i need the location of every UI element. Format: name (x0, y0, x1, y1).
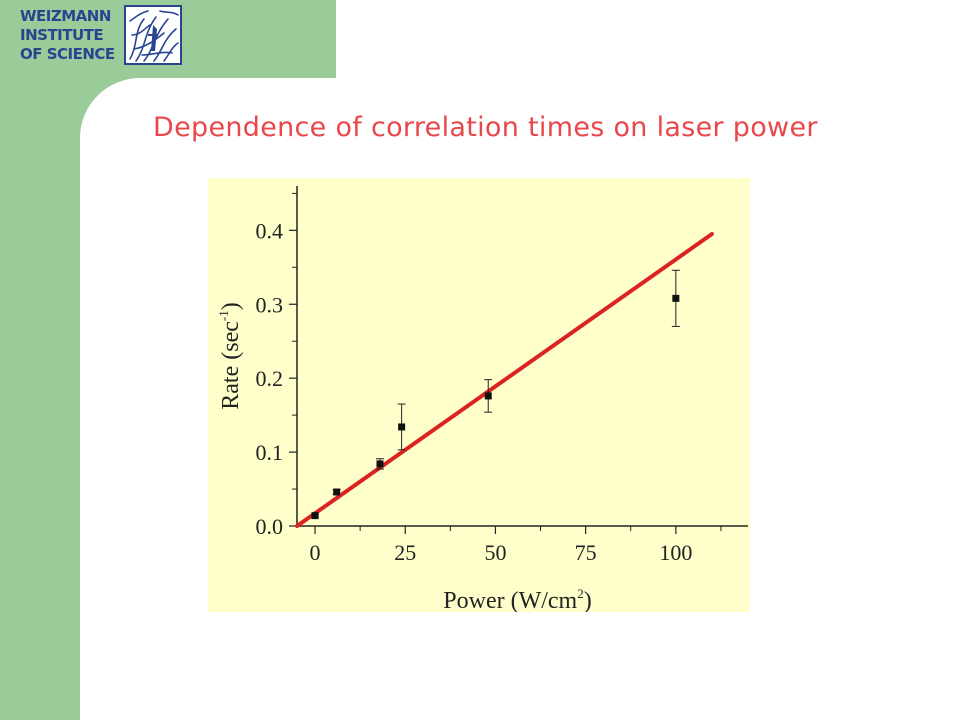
y-axis-label-end: ) (218, 302, 244, 310)
x-axis-label-end: ) (584, 588, 592, 612)
logo-line-3: OF SCIENCE (20, 45, 115, 63)
y-tick-label: 0.2 (256, 366, 284, 391)
x-axis-label-main: Power (W/cm (443, 588, 577, 612)
y-axis-label-sup: -1 (216, 310, 231, 321)
x-tick-label: 100 (659, 540, 692, 565)
y-tick-label: 0.3 (256, 292, 284, 317)
fit-line (295, 232, 714, 528)
logo-line-1: WEIZMANN (20, 7, 111, 25)
x-tick-label: 0 (310, 540, 321, 565)
data-points (311, 294, 680, 520)
x-tick-label: 50 (484, 540, 506, 565)
y-tick-label: 0.0 (256, 514, 284, 539)
slide-title: Dependence of correlation times on laser… (153, 112, 818, 143)
data-point (484, 392, 492, 400)
left-sidebar-band (0, 0, 80, 720)
plot-axes (296, 186, 748, 527)
chart-panel: 0 25 50 75 100 0.0 0.1 0.2 0.3 0.4 Power (W/cm2) … (208, 178, 750, 612)
x-tick-label: 75 (575, 540, 597, 565)
data-point (333, 488, 341, 496)
logo-text: WEIZMANN INSTITUTE OF SCIENCE (20, 7, 120, 64)
x-axis-label-sup: 2 (577, 586, 584, 601)
tick-labels: 0 25 50 75 100 0.0 0.1 0.2 0.3 0.4 (256, 218, 693, 565)
tick-marks (289, 192, 722, 534)
data-point (398, 423, 406, 431)
data-point (311, 512, 319, 520)
data-point (376, 460, 384, 468)
x-axis-label: Power (W/cm2) (443, 586, 591, 612)
y-tick-label: 0.4 (256, 218, 284, 243)
y-axis-label-main: Rate (sec (218, 321, 244, 410)
weizmann-leaf-emblem-icon (124, 5, 182, 65)
corner-curve (80, 78, 140, 138)
y-tick-label: 0.1 (256, 440, 284, 465)
logo-line-2: INSTITUTE (20, 26, 104, 44)
error-bars (311, 269, 680, 518)
x-tick-label: 25 (394, 540, 416, 565)
data-point (672, 294, 680, 302)
y-axis-label: Rate (sec-1) (216, 302, 244, 409)
